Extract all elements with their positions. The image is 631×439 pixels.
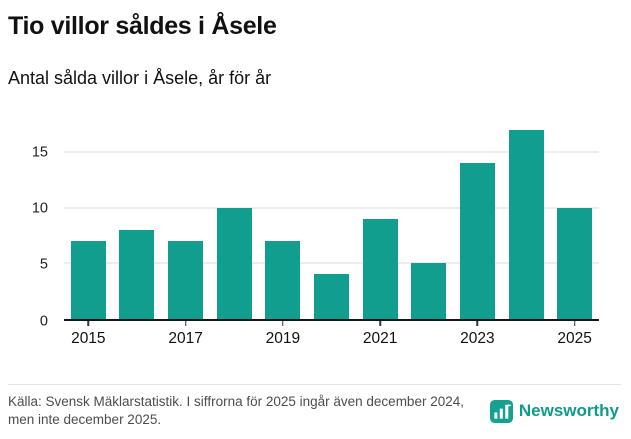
x-tick-2025	[573, 321, 576, 326]
x-tick-label-2017: 2017	[168, 330, 203, 347]
bar-2025	[557, 207, 593, 319]
x-tick-label-2019: 2019	[265, 330, 301, 347]
bar-slot-2022	[404, 123, 453, 319]
x-tick-2021	[379, 321, 381, 326]
source-note: Källa: Svensk Mäklarstatistik. I siffror…	[8, 394, 464, 428]
bar-2015	[70, 241, 106, 319]
newsworthy-wordmark: Newsworthy	[518, 401, 619, 421]
x-tick-2015	[87, 321, 90, 326]
y-axis: 0 5 10 15	[12, 123, 58, 328]
bar-2019	[265, 241, 301, 319]
y-tick-label-15: 15	[31, 144, 48, 160]
x-tick-label-2025: 2025	[557, 330, 592, 347]
bar-slot-2020	[307, 123, 356, 319]
bars	[64, 123, 599, 319]
x-axis: 2015 2017 2019 2021 2023 2025	[64, 321, 599, 355]
bar-slot-2018	[210, 123, 259, 319]
bar-slot-2021	[356, 123, 405, 319]
bar-chart: 0 5 10 15 2015 2017 2019 2021 2023 2025	[12, 123, 609, 355]
bar-2017	[168, 241, 204, 319]
newsworthy-logo: Newsworthy	[489, 399, 619, 423]
bar-slot-2024	[502, 123, 551, 319]
x-tick-label-2023: 2023	[460, 330, 495, 347]
bar-2018	[216, 207, 252, 319]
chart-subtitle: Antal sålda villor i Åsele, år för år	[8, 68, 272, 88]
bar-2016	[119, 229, 155, 319]
bar-2023	[459, 163, 495, 319]
footer: Källa: Svensk Mäklarstatistik. I siffror…	[8, 384, 621, 439]
bar-slot-2025	[550, 123, 599, 319]
bar-slot-2017	[161, 123, 210, 319]
plot-area	[64, 123, 599, 321]
y-tick-label-10: 10	[31, 200, 48, 217]
y-tick-label-0: 0	[39, 312, 48, 329]
gridline-15	[64, 151, 599, 153]
x-tick-2019	[282, 321, 284, 326]
x-tick-label-2015: 2015	[71, 330, 106, 347]
bar-2021	[362, 218, 398, 319]
x-tick-2023	[476, 321, 479, 326]
x-tick-2017	[184, 321, 187, 326]
bar-slot-2015	[64, 123, 113, 319]
gridline-5	[64, 262, 599, 264]
bar-2020	[314, 274, 350, 319]
page-title: Tio villor såldes i Åsele	[8, 12, 277, 40]
x-tick-label-2021: 2021	[362, 330, 398, 347]
bar-slot-2016	[113, 123, 162, 319]
bar-2022	[411, 263, 447, 319]
y-tick-label-5: 5	[39, 256, 48, 273]
bar-slot-2023	[453, 123, 502, 319]
newsworthy-icon	[489, 399, 513, 423]
bar-slot-2019	[259, 123, 308, 319]
gridline-10	[64, 207, 599, 209]
bar-2024	[508, 129, 544, 319]
